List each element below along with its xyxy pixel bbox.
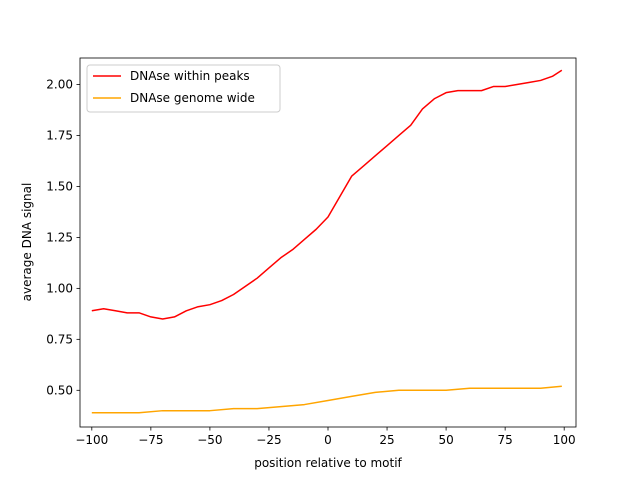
- legend-label-2: DNAse genome wide: [130, 91, 255, 105]
- x-tick-label: 25: [379, 433, 394, 447]
- legend-box: [86, 64, 281, 113]
- series-line-2: [91, 385, 562, 414]
- y-tick-label: 1.75: [46, 128, 73, 142]
- plot-area: [91, 69, 563, 414]
- x-tick-label: 100: [553, 433, 576, 447]
- legend: DNAse within peaks DNAse genome wide: [86, 64, 281, 113]
- x-tick-label: −75: [138, 433, 163, 447]
- x-tick-label: 75: [498, 433, 513, 447]
- y-tick-label: 2.00: [46, 78, 73, 92]
- y-tick-label: 1.00: [46, 281, 73, 295]
- series-line-1: [91, 69, 563, 320]
- axes-frame: [79, 57, 577, 428]
- legend-label-1: DNAse within peaks: [130, 69, 250, 83]
- y-tick-label: 1.50: [46, 179, 73, 193]
- x-tick-label: −50: [197, 433, 222, 447]
- x-tick-label: −100: [75, 433, 108, 447]
- y-axis-label: average DNA signal: [20, 183, 34, 302]
- y-tick-label: 0.50: [46, 383, 73, 397]
- x-tick-label: 50: [438, 433, 453, 447]
- x-tick-label: 0: [324, 433, 332, 447]
- x-axis-label: position relative to motif: [254, 456, 402, 470]
- axes: −100 −75 −50 −25 0 25 50 75 100 0.50 0.75 1.00 1.25 1…: [46, 57, 577, 447]
- y-tick-label: 0.75: [46, 332, 73, 346]
- x-tick-label: −25: [256, 433, 281, 447]
- y-tick-label: 1.25: [46, 230, 73, 244]
